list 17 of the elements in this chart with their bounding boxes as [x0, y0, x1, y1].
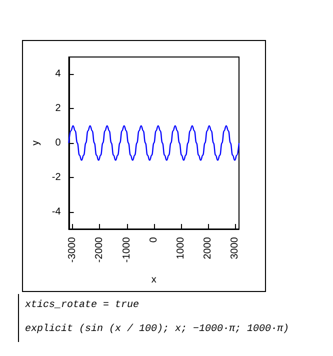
- y-tick-label: 0: [55, 138, 62, 148]
- y-tick-label: -2: [52, 172, 62, 183]
- x-tick-label: -2000: [94, 236, 106, 263]
- y-tick-label: -4: [52, 206, 62, 218]
- x-tick-label: -1000: [121, 236, 132, 263]
- text: explicit (sin (x / 100); x; −1000·π; 1000·π): [25, 322, 290, 337]
- x-tick-label: 3000: [230, 236, 241, 260]
- y-axis-title: y: [30, 140, 42, 146]
- x-tick-label: 0: [148, 236, 160, 243]
- text: xtics_rotate = true: [25, 298, 140, 313]
- y-tick-label: 4: [55, 68, 62, 80]
- x-tick-label: 1000: [175, 236, 186, 260]
- x-tick-label: -3000: [67, 236, 78, 263]
- line-series: [68, 125, 240, 161]
- y-tick-label: 2: [55, 103, 62, 114]
- x-tick-label: 2000: [202, 236, 214, 260]
- x-axis-title: x: [151, 274, 156, 286]
